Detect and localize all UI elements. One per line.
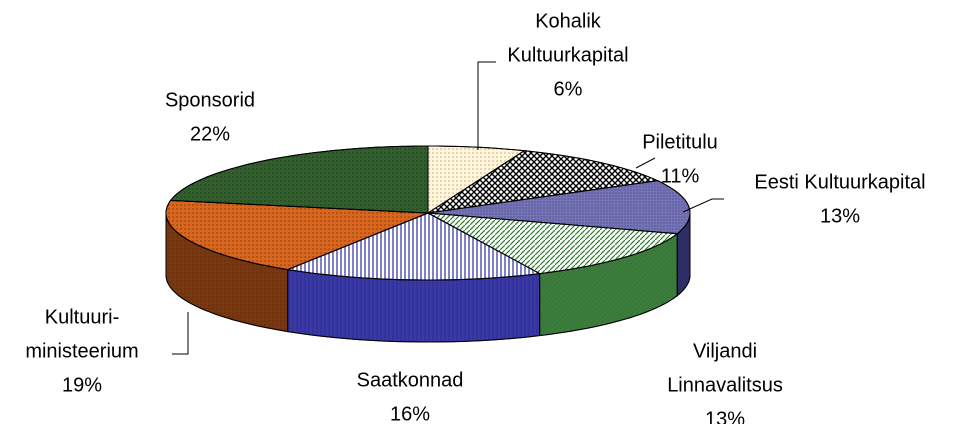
value-label: 11% [661, 165, 700, 187]
value-label: 19% [62, 374, 102, 396]
pie-slice-texture [285, 212, 542, 281]
pie-slice-texture [169, 145, 429, 214]
slice-label: ministeerium [25, 340, 138, 362]
value-label: 6% [554, 78, 583, 100]
pie-sides [165, 212, 691, 343]
value-label: 13% [705, 408, 745, 424]
slice-label: Viljandi [693, 340, 757, 362]
slice-label: Saatkonnad [357, 369, 464, 391]
leader-line [635, 157, 656, 169]
leader-line [477, 61, 496, 150]
slice-label: Kultuuri- [45, 306, 119, 328]
leader-line [682, 198, 724, 213]
pie-slice-texture [427, 180, 691, 235]
slice-label: Kohalik [535, 10, 602, 32]
slice-label: Kultuurkapital [507, 44, 628, 66]
slice-label: Sponsorid [165, 89, 255, 111]
leader-line [172, 312, 189, 355]
pie-side-texture [287, 269, 541, 343]
pie-slice-texture [427, 212, 679, 275]
value-label: 13% [820, 205, 860, 227]
pie-slice-texture [427, 150, 660, 214]
pie-slice-texture [427, 145, 526, 214]
pie-tops [165, 145, 691, 281]
value-label: 22% [190, 123, 230, 145]
slice-label: Piletitulu [642, 131, 718, 153]
slice-label: Linnavalitsus [667, 374, 783, 396]
leader-lines [172, 61, 724, 355]
slice-label: Eesti Kultuurkapital [754, 171, 925, 193]
value-label: 16% [390, 403, 430, 424]
labels: Kohalik Kultuurkapital 6% Piletitulu 11% Eest… [25, 10, 925, 424]
pie-slice-texture [165, 199, 429, 271]
